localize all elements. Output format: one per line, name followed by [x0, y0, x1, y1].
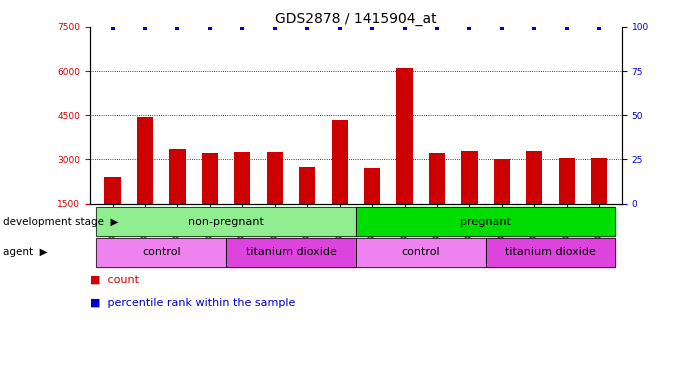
- Text: pregnant: pregnant: [460, 217, 511, 227]
- Bar: [526, 151, 542, 204]
- Bar: [202, 154, 218, 204]
- Text: control: control: [142, 247, 180, 258]
- Bar: [364, 168, 380, 204]
- Point: [269, 25, 281, 31]
- Bar: [591, 158, 607, 204]
- Point: [366, 25, 377, 31]
- Bar: [429, 154, 445, 204]
- Text: ■  count: ■ count: [90, 275, 139, 285]
- Text: agent  ▶: agent ▶: [3, 247, 48, 258]
- Bar: [267, 152, 283, 204]
- Text: non-pregnant: non-pregnant: [188, 217, 264, 227]
- Point: [237, 25, 248, 31]
- Bar: [169, 149, 186, 204]
- Bar: [299, 167, 315, 204]
- Text: ■  percentile rank within the sample: ■ percentile rank within the sample: [90, 298, 295, 308]
- Text: titanium dioxide: titanium dioxide: [245, 247, 337, 258]
- Point: [464, 25, 475, 31]
- Point: [496, 25, 507, 31]
- Point: [529, 25, 540, 31]
- Text: development stage  ▶: development stage ▶: [3, 217, 119, 227]
- Text: titanium dioxide: titanium dioxide: [505, 247, 596, 258]
- Title: GDS2878 / 1415904_at: GDS2878 / 1415904_at: [275, 12, 437, 26]
- Bar: [104, 177, 121, 204]
- Point: [594, 25, 605, 31]
- Point: [205, 25, 216, 31]
- Bar: [234, 152, 250, 204]
- Bar: [462, 151, 477, 204]
- Bar: [558, 158, 575, 204]
- Point: [431, 25, 442, 31]
- Bar: [137, 117, 153, 204]
- Point: [334, 25, 346, 31]
- Bar: [494, 159, 510, 204]
- Bar: [332, 120, 348, 204]
- Point: [399, 25, 410, 31]
- Point: [107, 25, 118, 31]
- Point: [561, 25, 572, 31]
- Text: control: control: [401, 247, 440, 258]
- Bar: [397, 68, 413, 204]
- Point: [172, 25, 183, 31]
- Point: [302, 25, 313, 31]
- Point: [140, 25, 151, 31]
